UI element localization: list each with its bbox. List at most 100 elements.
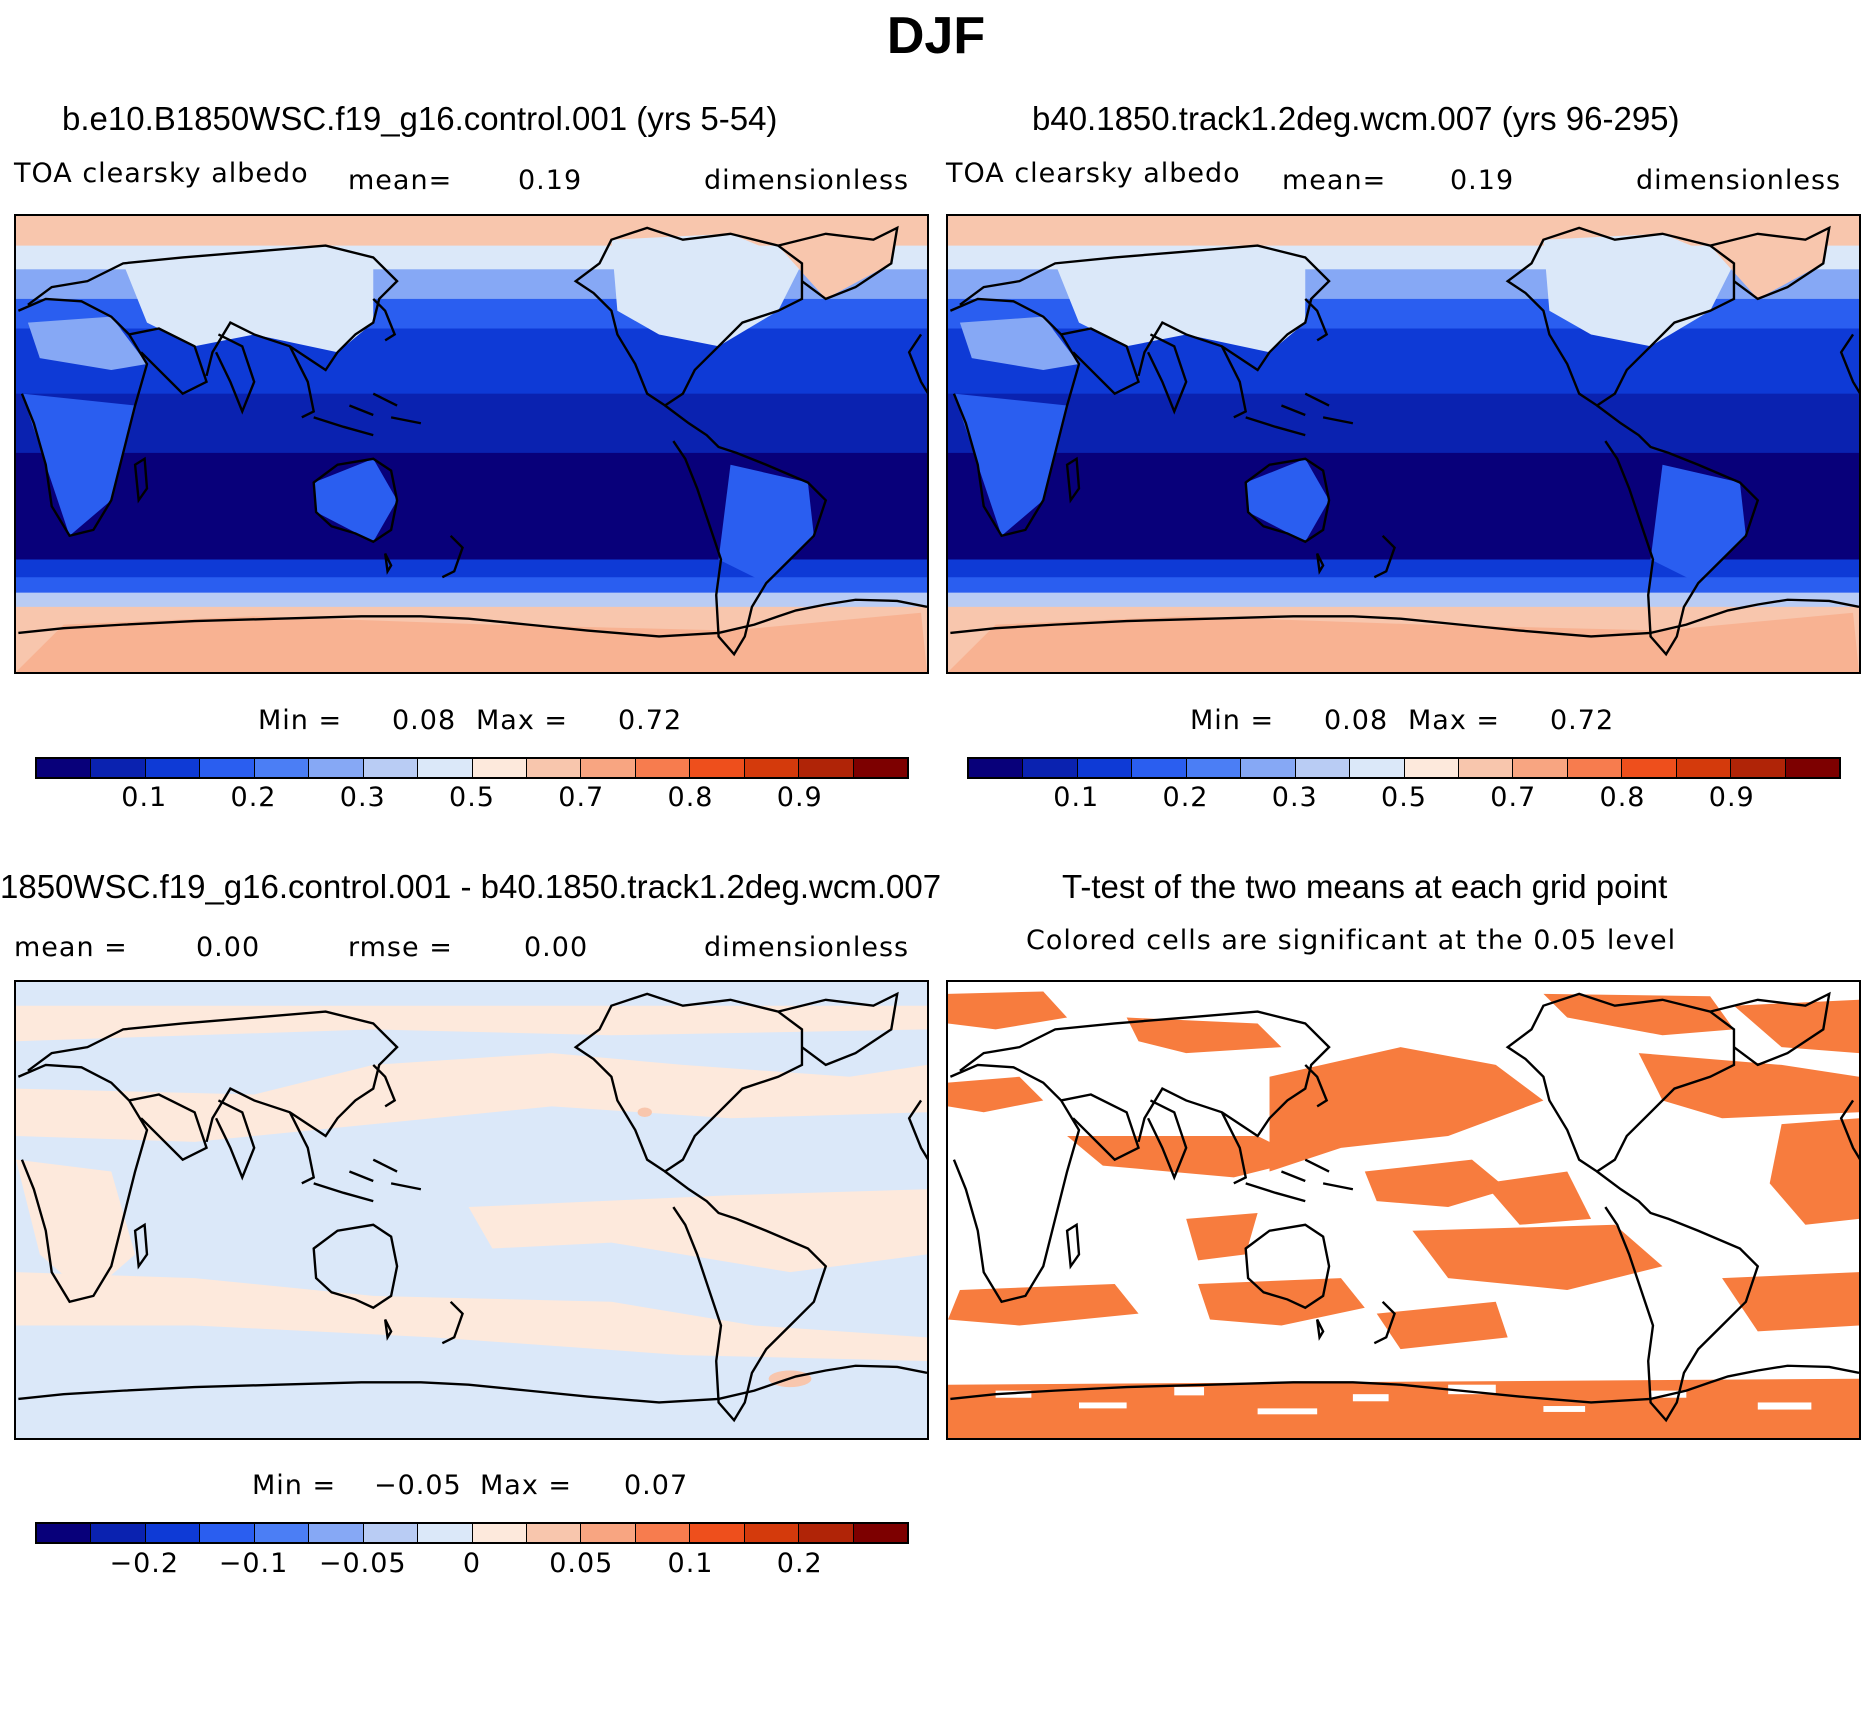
units-difference: dimensionless [704,932,910,963]
min-value-top-left: 0.08 [392,705,457,736]
max-value-top-right: 0.72 [1550,705,1615,736]
colorbar-swatch [690,1524,745,1542]
colorbar-swatch [526,759,582,777]
colorbar-swatch [635,759,691,777]
colorbar-swatch [1785,759,1839,777]
colorbar-swatch [1404,759,1459,777]
colorbar-swatch [309,1524,364,1542]
colorbar-ticks-difference: −0.2 −0.1 −0.05 0 0.05 0.1 0.2 [35,1548,909,1584]
colorbar-swatch [418,1524,473,1542]
mean-value-top-right: 0.19 [1450,165,1515,196]
colorbar-swatch [145,1524,201,1542]
colorbar-tick: 0.9 [1708,782,1755,813]
variable-label-top-left: TOA clearsky albedo [14,158,309,189]
ttest-significance-map [946,980,1861,1440]
colorbar-swatch [37,759,92,777]
colorbar-tick: 0.8 [1599,782,1646,813]
colorbar-top-right [967,757,1841,779]
panel-title-difference: 1850WSC.f19_g16.control.001 - b40.1850.t… [0,868,942,905]
colorbar-tick: 0.9 [776,782,823,813]
max-value-difference: 0.07 [624,1470,689,1501]
colorbar-swatch [635,1524,691,1542]
colorbar-swatch [1676,759,1732,777]
colorbar-tick: 0.8 [667,782,714,813]
colorbar-swatch [526,1524,582,1542]
rmse-value-difference: 0.00 [524,932,589,963]
colorbar-swatch [744,1524,800,1542]
colorbar-tick: −0.1 [218,1548,289,1579]
colorbar-swatch [418,759,473,777]
colorbar-tick: 0.3 [1271,782,1318,813]
difference-map [14,980,929,1440]
colorbar-tick: 0.3 [339,782,386,813]
colorbar-tick: 0.5 [1381,782,1427,813]
colorbar-swatch [969,759,1024,777]
units-top-right: dimensionless [1636,165,1842,196]
colorbar-difference [35,1522,909,1544]
colorbar-tick: 0.1 [667,1548,714,1579]
colorbar-swatch [1622,759,1677,777]
colorbar-tick: 0.7 [558,782,605,813]
colorbar-swatch [363,1524,419,1542]
colorbar-swatch [853,759,907,777]
colorbar-swatch [363,759,419,777]
mean-label-top-right: mean= [1282,165,1387,196]
min-label-top-right: Min = [1190,705,1275,736]
colorbar-swatch [1567,759,1623,777]
colorbar-swatch [472,1524,527,1542]
colorbar-swatch [1350,759,1405,777]
rmse-label-difference: rmse = [348,932,453,963]
min-label-top-left: Min = [258,705,343,736]
colorbar-swatch [690,759,745,777]
colorbar-ticks-top-left: 0.1 0.2 0.3 0.5 0.7 0.8 0.9 [35,782,909,818]
colorbar-swatch [254,1524,310,1542]
colorbar-swatch [37,1524,92,1542]
colorbar-tick: 0.2 [776,1548,823,1579]
colorbar-tick: −0.05 [318,1548,407,1579]
units-top-left: dimensionless [704,165,910,196]
panel-title-ttest: T-test of the two means at each grid poi… [1062,868,1668,905]
colorbar-tick: 0.2 [1162,782,1209,813]
colorbar-swatch [254,759,310,777]
colorbar-tick: 0.7 [1490,782,1537,813]
panel-title-top-right: b40.1850.track1.2deg.wcm.007 (yrs 96-295… [1032,100,1680,137]
min-value-top-right: 0.08 [1324,705,1389,736]
colorbar-swatch [1186,759,1242,777]
min-value-difference: −0.05 [374,1470,462,1501]
min-label-difference: Min = [252,1470,337,1501]
colorbar-ticks-top-right: 0.1 0.2 0.3 0.5 0.7 0.8 0.9 [967,782,1841,818]
max-label-top-right: Max = [1408,705,1501,736]
colorbar-swatch [581,759,636,777]
colorbar-tick: 0 [462,1548,482,1579]
ttest-subtitle: Colored cells are significant at the 0.0… [1026,925,1677,956]
mean-label-top-left: mean= [348,165,453,196]
colorbar-top-left [35,757,909,779]
colorbar-tick: 0.1 [1053,782,1100,813]
colorbar-swatch [1023,759,1078,777]
mean-value-difference: 0.00 [196,932,261,963]
mean-value-top-left: 0.19 [518,165,583,196]
panel-title-top-left: b.e10.B1850WSC.f19_g16.control.001 (yrs … [62,100,778,137]
colorbar-swatch [1513,759,1568,777]
colorbar-swatch [472,759,527,777]
colorbar-swatch [1458,759,1514,777]
albedo-map-wcm [946,214,1861,674]
colorbar-tick: 0.05 [549,1548,614,1579]
colorbar-swatch [1077,759,1133,777]
colorbar-swatch [799,1524,854,1542]
colorbar-swatch [1241,759,1296,777]
colorbar-swatch [200,1524,255,1542]
max-label-difference: Max = [480,1470,573,1501]
colorbar-tick: 0.5 [449,782,495,813]
mean-label-difference: mean = [14,932,128,963]
colorbar-swatch [145,759,201,777]
colorbar-swatch [91,1524,146,1542]
colorbar-swatch [200,759,255,777]
colorbar-swatch [309,759,364,777]
colorbar-swatch [581,1524,636,1542]
albedo-map-control [14,214,929,674]
colorbar-swatch [1132,759,1187,777]
colorbar-swatch [799,759,854,777]
colorbar-tick: −0.2 [109,1548,180,1579]
max-label-top-left: Max = [476,705,569,736]
